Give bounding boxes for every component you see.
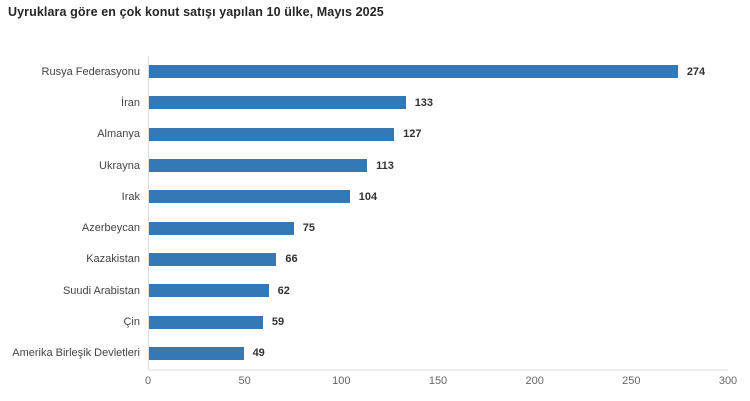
chart-row: Irak 104 (0, 181, 750, 213)
bar-track: 59 (148, 306, 728, 338)
plot-area: Rusya Federasyonu 274 İran 133 Almanya 127 Ukr… (0, 56, 750, 369)
chart-title: Uyruklara göre en çok konut satışı yapıl… (8, 5, 384, 19)
bar-track: 62 (148, 275, 728, 307)
bar-value-label: 75 (302, 222, 315, 235)
bar-value-label: 127 (403, 128, 422, 141)
bar-track: 127 (148, 118, 728, 150)
category-label: İran (121, 96, 140, 109)
category-label: Azerbeycan (81, 222, 140, 235)
category-label: Amerika Birleşik Devletleri (12, 347, 140, 360)
bar (149, 127, 395, 141)
bar-track: 66 (148, 243, 728, 276)
bar (149, 221, 294, 235)
bar-value-label: 66 (285, 253, 298, 266)
chart-row: Kazakistan 66 (0, 243, 750, 276)
bar (149, 315, 263, 329)
bar-value-label: 133 (414, 96, 434, 109)
x-tick-label: 50 (238, 375, 251, 387)
chart-row: Amerika Birleşik Devletleri 49 (0, 337, 750, 369)
bar-value-label: 49 (252, 347, 265, 360)
chart-row: Ukrayna 113 (0, 149, 750, 182)
category-label: Suudi Arabistan (62, 284, 140, 297)
bar-value-label: 59 (271, 316, 285, 329)
x-tick-label: 150 (428, 375, 448, 387)
bar-value-label: 62 (277, 284, 290, 297)
bar-track: 274 (148, 56, 728, 88)
category-label: Almanya (97, 128, 140, 141)
x-tick-label: 250 (622, 375, 641, 387)
x-tick-label: 100 (332, 375, 351, 387)
chart-row: Almanya 127 (0, 118, 750, 150)
chart-row: Çin 59 (0, 306, 750, 338)
chart-row: Suudi Arabistan 62 (0, 275, 750, 307)
bar-track: 49 (148, 337, 728, 369)
category-label: Rusya Federasyonu (41, 65, 140, 78)
bar-value-label: 104 (358, 190, 378, 203)
bar (149, 252, 277, 266)
category-label: Kazakistan (86, 253, 140, 266)
bar-value-label: 274 (686, 65, 706, 78)
category-label: Çin (123, 316, 140, 329)
chart-row: Rusya Federasyonu 274 (0, 56, 750, 88)
bar (149, 65, 678, 79)
category-label: Irak (121, 190, 140, 203)
category-label: Ukrayna (99, 159, 140, 172)
bar (149, 159, 368, 173)
bar (149, 284, 269, 298)
bar-track: 133 (148, 87, 728, 119)
chart-row: İran 133 (0, 87, 750, 119)
x-axis: 0 50 100 150 200 250 300 (144, 375, 737, 391)
bar (149, 346, 244, 360)
bar-track: 104 (148, 181, 728, 213)
bar-track: 113 (148, 149, 728, 182)
bar-track: 75 (148, 212, 728, 244)
chart-row: Azerbeycan 75 (0, 212, 750, 244)
bar (149, 96, 406, 110)
bar (149, 190, 350, 204)
bar-value-label: 113 (376, 159, 394, 172)
x-tick-label: 300 (718, 375, 738, 387)
x-axis-line (148, 369, 728, 371)
x-tick-label: 200 (525, 375, 544, 387)
x-tick-label: 0 (144, 375, 152, 387)
